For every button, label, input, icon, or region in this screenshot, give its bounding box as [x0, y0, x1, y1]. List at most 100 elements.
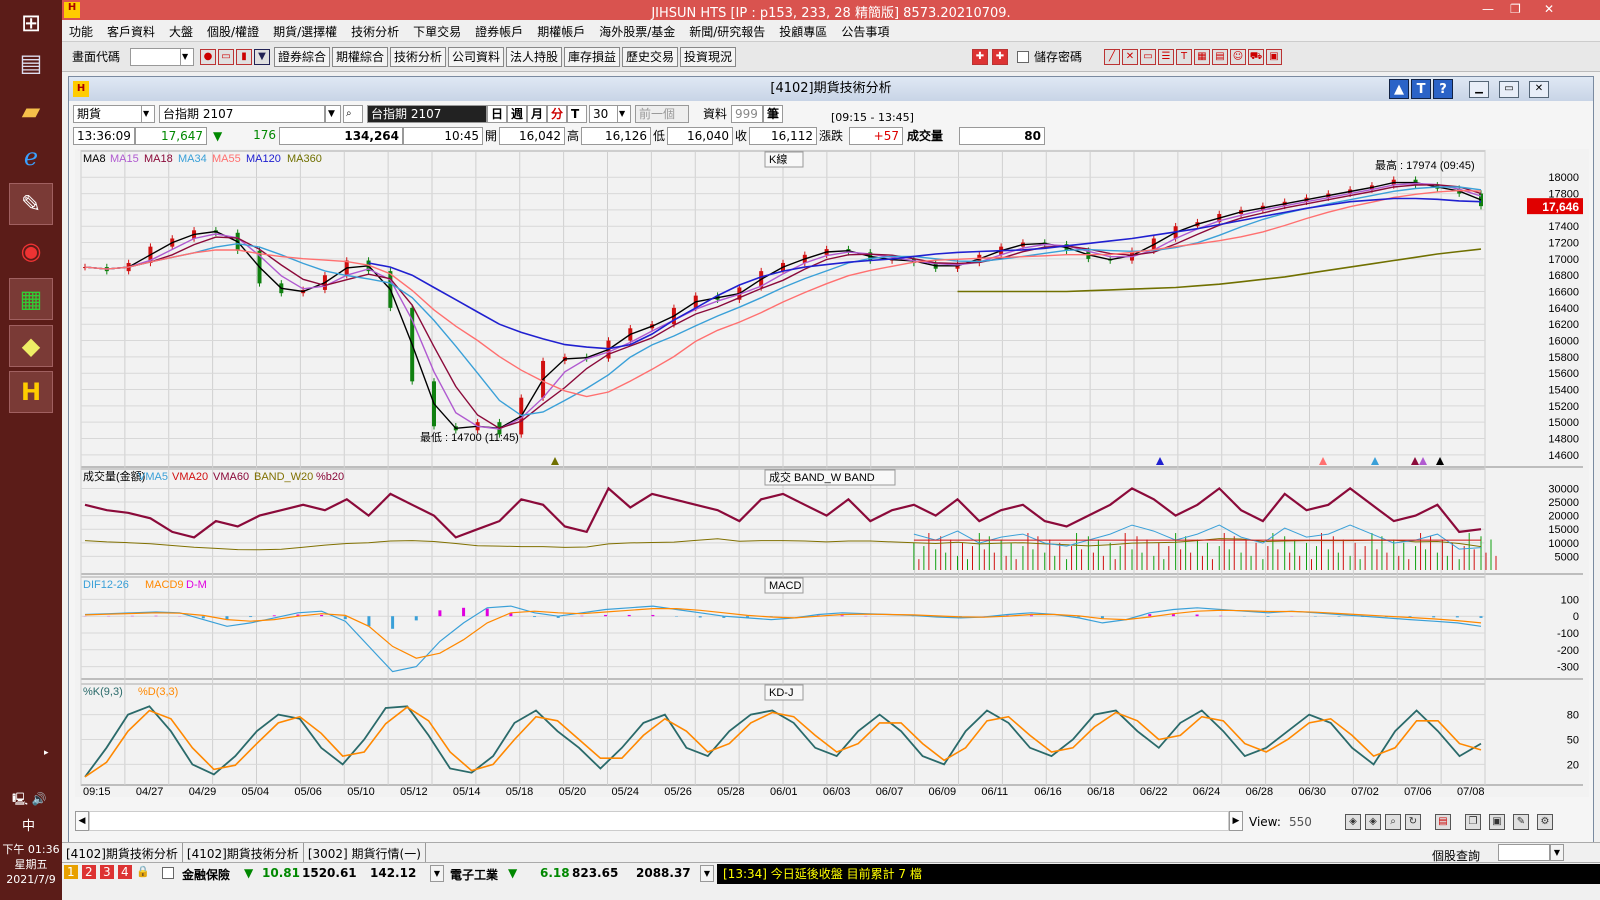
tool-settings-icon[interactable]: ▣	[1266, 49, 1282, 65]
investment-status-button[interactable]: 投資現況	[680, 47, 737, 67]
tab-3002[interactable]: [3002] 期貨行情(一)	[304, 843, 426, 864]
menu-technical[interactable]: 技術分析	[351, 25, 400, 39]
scroll-left-button[interactable]: ◀	[75, 811, 89, 831]
minutes-dropdown-icon[interactable]: ▼	[617, 105, 631, 123]
taskbar-clock[interactable]: 下午 01:36 星期五 2021/7/9	[0, 842, 62, 887]
menu-order[interactable]: 下單交易	[413, 25, 462, 39]
gear-icon[interactable]: ⚙	[1537, 814, 1553, 830]
menu-market[interactable]: 大盤	[169, 25, 194, 39]
period-minute-button[interactable]: 分	[547, 105, 567, 123]
tab-4102-b[interactable]: [4102]期貨技術分析	[183, 843, 304, 864]
news-marquee[interactable]: [13:34] 今日延後收盤 目前累計 7 檔	[717, 864, 1600, 884]
period-month-button[interactable]: 月	[527, 105, 547, 123]
tab-4102-a[interactable]: [4102]期貨技術分析	[62, 843, 183, 864]
spreadsheet-app-icon[interactable]: ▦	[9, 278, 53, 320]
layout-icon[interactable]: ▣	[1489, 814, 1505, 830]
period-tick-button[interactable]: T	[567, 105, 587, 123]
market-type-dropdown-icon[interactable]: ▼	[141, 105, 155, 123]
jihsun-hts-icon[interactable]: H	[9, 371, 53, 413]
securities-summary-button[interactable]: 證券綜合	[274, 47, 331, 67]
file-manager-icon[interactable]: ▰	[21, 97, 41, 125]
indicator-icon[interactable]: ▤	[1435, 814, 1451, 830]
layout-dropdown-icon[interactable]: ▼	[254, 49, 270, 65]
stock-search-input[interactable]	[1498, 844, 1550, 861]
menu-advisory[interactable]: 投顧專區	[779, 25, 828, 39]
tool-x-icon[interactable]: ✕	[1122, 49, 1138, 65]
zoom-out-icon[interactable]: ◈	[1365, 814, 1381, 830]
internet-explorer-icon[interactable]: ℯ	[23, 143, 39, 171]
paint-app-icon[interactable]: ✎	[9, 183, 53, 225]
menu-futures[interactable]: 期貨/選擇權	[273, 25, 338, 39]
close-button[interactable]: ✕	[1544, 2, 1555, 16]
stock-search-dropdown-icon[interactable]: ▼	[1550, 844, 1564, 861]
history-trade-button[interactable]: 歷史交易	[622, 47, 679, 67]
ticker-num-3[interactable]: 3	[100, 865, 114, 879]
period-week-button[interactable]: 週	[507, 105, 527, 123]
refresh-icon[interactable]: ↻	[1405, 814, 1421, 830]
period-day-button[interactable]: 日	[487, 105, 507, 123]
menu-overseas[interactable]: 海外股票/基金	[599, 25, 676, 39]
tool-people-icon[interactable]: ☺	[1230, 49, 1246, 65]
child-restore-button[interactable]: ▭	[1499, 81, 1519, 98]
contract-dropdown-icon[interactable]: ▼	[325, 105, 341, 123]
windows-start-icon[interactable]: ⊞	[20, 9, 42, 37]
previous-button[interactable]: 前一個	[635, 105, 689, 123]
menu-announcements[interactable]: 公告事項	[841, 25, 890, 39]
screen-code-dropdown-icon[interactable]: ▼	[180, 48, 194, 66]
restore-button[interactable]: ❐	[1510, 2, 1521, 16]
magnify-icon[interactable]: ⌕	[1385, 814, 1401, 830]
unit-button[interactable]: 筆	[763, 105, 783, 123]
ticker-num-2[interactable]: 2	[82, 865, 96, 879]
ticker-a-dropdown-icon[interactable]: ▼	[430, 865, 444, 882]
tool-text-icon[interactable]: T	[1176, 49, 1192, 65]
company-info-button[interactable]: 公司資料	[448, 47, 505, 67]
tool-calc-icon[interactable]: ▤	[1212, 49, 1228, 65]
window-icon[interactable]: ▭	[218, 49, 234, 65]
up-help-button[interactable]: ▲	[1389, 79, 1409, 99]
text-help-button[interactable]: T	[1411, 79, 1431, 99]
market-type-select[interactable]: 期貨	[73, 105, 155, 123]
ticker-num-4[interactable]: 4	[118, 865, 132, 879]
menu-customer[interactable]: 客戶資料	[107, 25, 156, 39]
data-count-input[interactable]: 999	[731, 105, 763, 123]
ime-indicator[interactable]: 中	[22, 819, 36, 834]
technical-chart[interactable]: 1800017800176001740017200170001680016600…	[75, 149, 1589, 798]
ticker-checkbox[interactable]	[162, 867, 174, 879]
search-icon[interactable]: ●	[200, 49, 216, 65]
tool-list-icon[interactable]: ☰	[1158, 49, 1174, 65]
chrome-icon[interactable]: ◉	[20, 237, 42, 265]
chart-icon[interactable]: ▮	[236, 49, 252, 65]
zoom-in-icon[interactable]: ◈	[1345, 814, 1361, 830]
save-password-checkbox[interactable]	[1017, 51, 1029, 63]
pen-icon[interactable]: ✎	[1513, 814, 1529, 830]
options-summary-button[interactable]: 期權綜合	[332, 47, 389, 67]
chart-scrollbar-track[interactable]	[89, 811, 1229, 831]
menu-futures-account[interactable]: 期權帳戶	[537, 25, 586, 39]
ticker-b-dropdown-icon[interactable]: ▼	[700, 865, 714, 882]
menu-news[interactable]: 新聞/研究報告	[689, 25, 766, 39]
lock-icon[interactable]: 🔒	[136, 865, 150, 878]
institutional-holdings-button[interactable]: 法人持股	[506, 47, 563, 67]
flag-tw-icon[interactable]: ✚	[972, 49, 988, 65]
question-help-button[interactable]: ?	[1433, 79, 1453, 99]
magnifier-icon[interactable]: ⌕	[343, 105, 363, 123]
flag-hk-icon[interactable]: ✚	[992, 49, 1008, 65]
copy-icon[interactable]: ❐	[1465, 814, 1481, 830]
minimize-button[interactable]: —	[1482, 2, 1494, 16]
tool-grid-icon[interactable]: ▦	[1194, 49, 1210, 65]
folder-app-icon[interactable]: ◆	[9, 325, 53, 367]
menu-stock[interactable]: 個股/權證	[207, 25, 260, 39]
ticker-num-1[interactable]: 1	[64, 865, 78, 879]
tool-draw-icon[interactable]: ╱	[1104, 49, 1120, 65]
chart-svg[interactable]: 1800017800176001740017200170001680016600…	[75, 149, 1589, 798]
child-minimize-button[interactable]: ▁	[1469, 81, 1489, 98]
technical-analysis-button[interactable]: 技術分析	[390, 47, 447, 67]
scroll-right-button[interactable]: ▶	[1229, 811, 1243, 831]
system-tray-icons[interactable]: 🖳 🔊	[12, 792, 47, 806]
menu-function[interactable]: 功能	[69, 25, 94, 39]
tool-box-icon[interactable]: ▭	[1140, 49, 1156, 65]
menu-securities-account[interactable]: 證券帳戶	[475, 25, 524, 39]
inventory-pnl-button[interactable]: 庫存損益	[564, 47, 621, 67]
tool-cart-icon[interactable]: ⛟	[1248, 49, 1264, 65]
calendar-app-icon[interactable]: ▤	[19, 49, 43, 77]
